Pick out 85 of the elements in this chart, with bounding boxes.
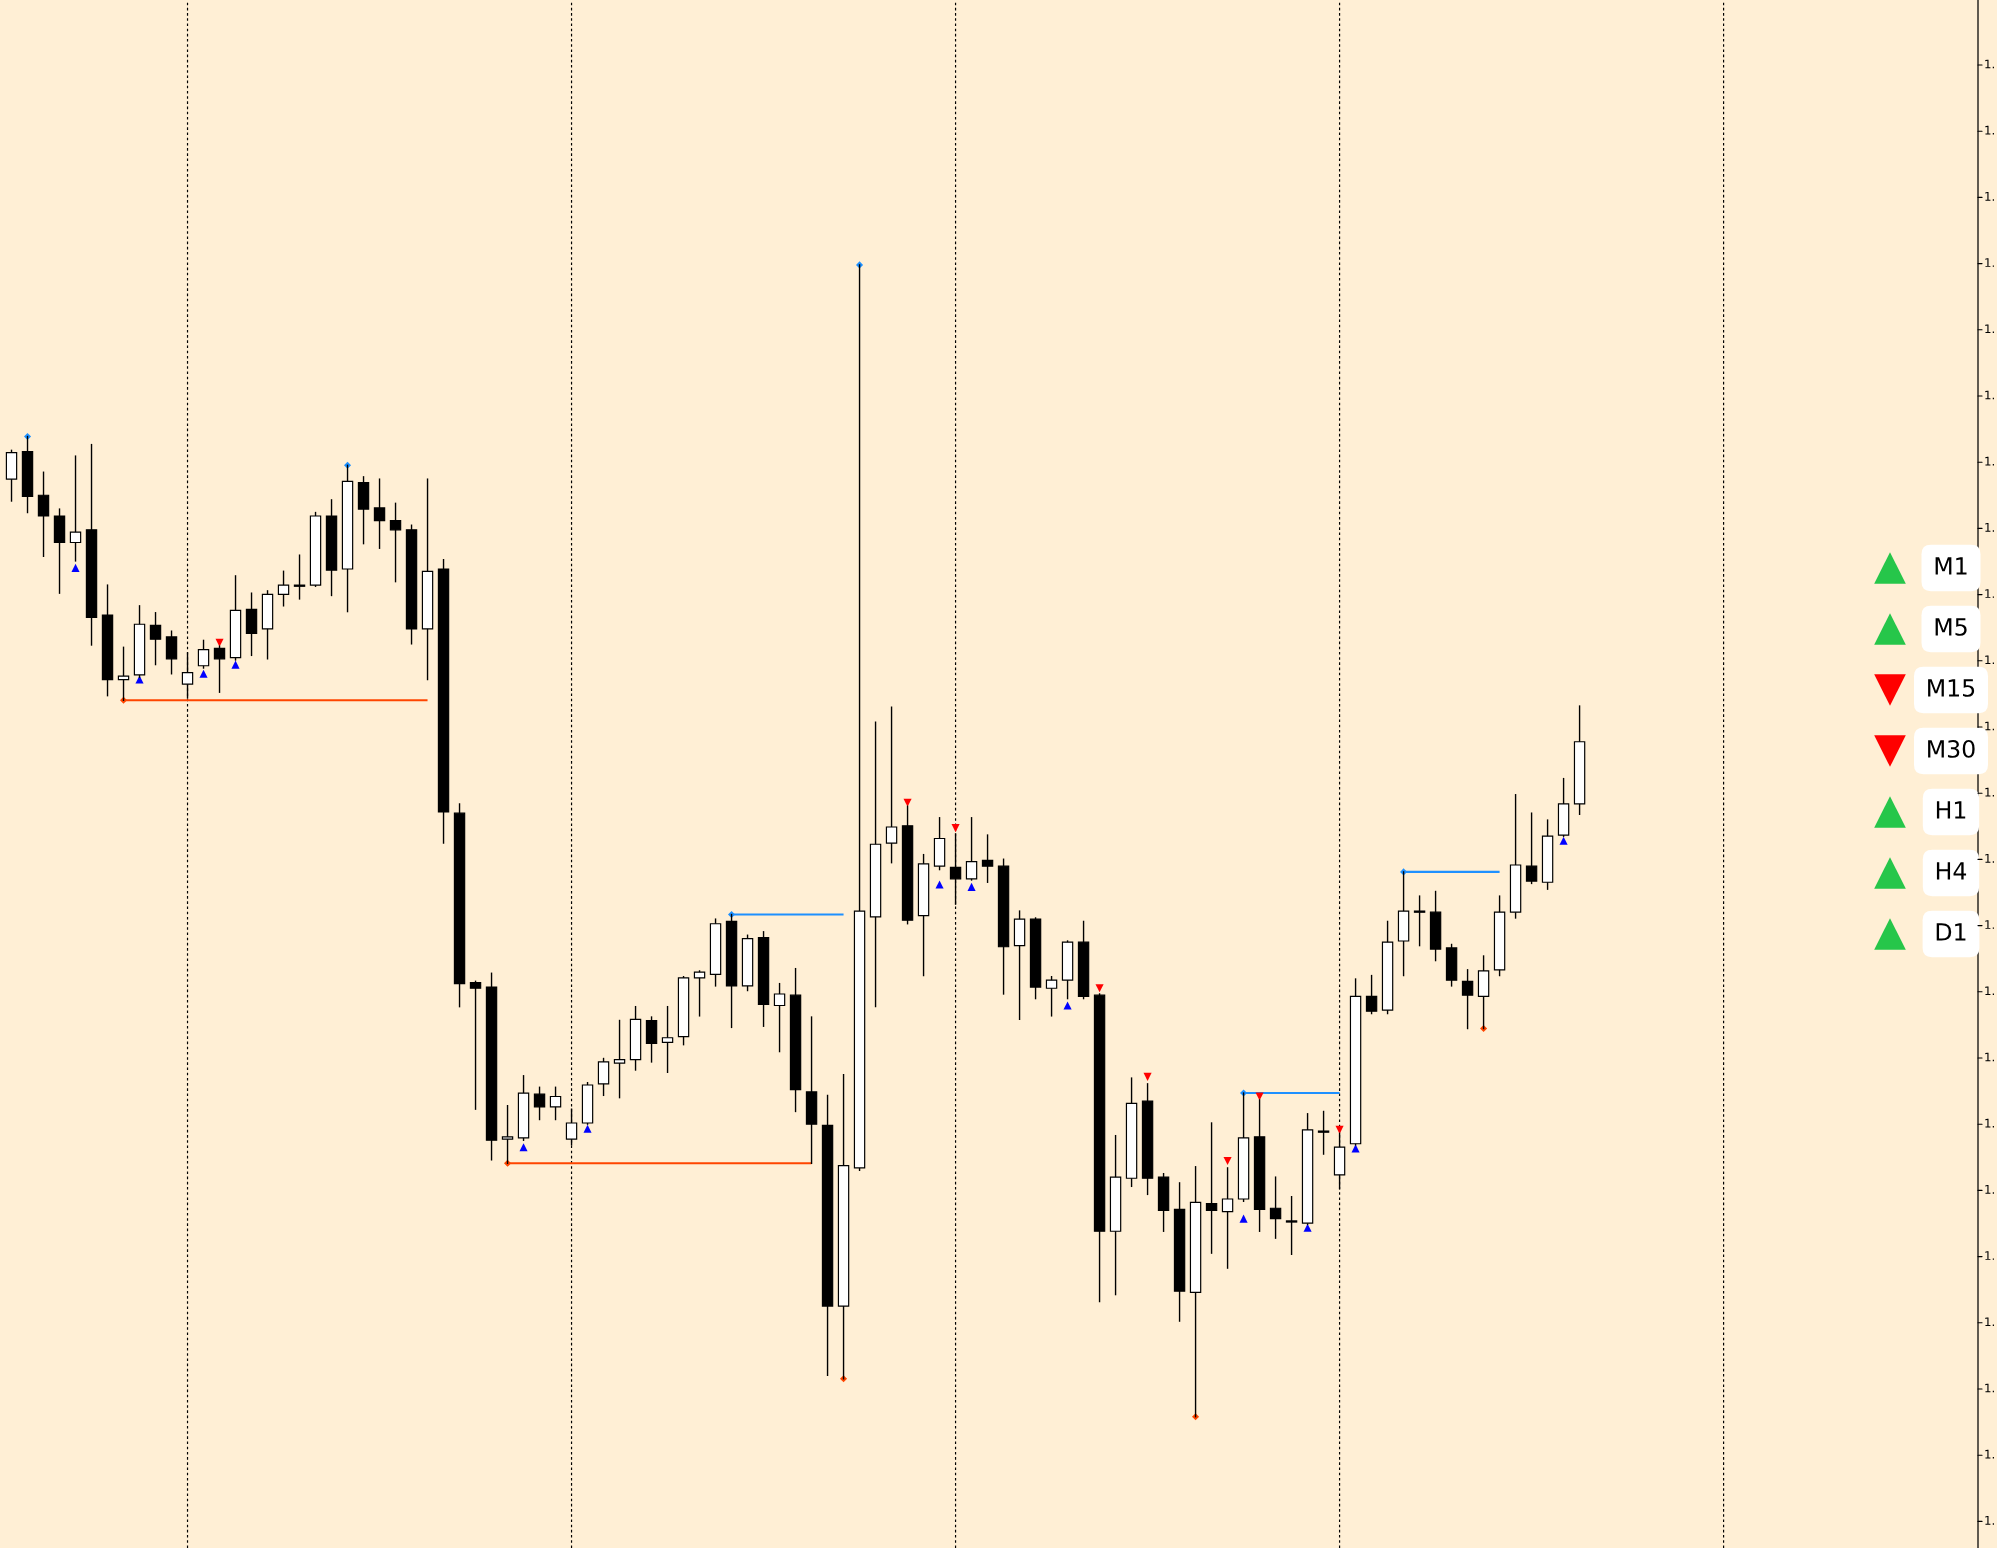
text: 1.: [1985, 456, 1994, 466]
candlestick: [533, 1086, 546, 1121]
text: 1.: [1985, 125, 1994, 135]
point: [967, 882, 976, 891]
category-label: M15: [1928, 679, 1975, 697]
candlestick: [693, 970, 706, 1017]
candlestick: [373, 478, 386, 549]
point: [1255, 1092, 1264, 1101]
point: [231, 660, 240, 669]
candlestick: [885, 706, 898, 864]
candlestick: [277, 570, 290, 607]
point: [135, 675, 144, 684]
category-label: M30: [1928, 739, 1975, 758]
candlestick: [37, 471, 50, 558]
point: [1559, 836, 1568, 845]
text: 1.: [1985, 1383, 1994, 1393]
candlestick: [645, 1016, 658, 1063]
text: 1.: [1985, 655, 1994, 665]
point: [1223, 1156, 1232, 1166]
text: 1.: [1985, 1185, 1994, 1194]
candlestick: [597, 1057, 610, 1097]
candlestick: [165, 630, 178, 675]
candlestick: [1285, 1196, 1298, 1255]
candlestick: [181, 652, 194, 699]
candlestick: [549, 1086, 562, 1121]
text: 1.: [1985, 920, 1994, 929]
candlestick: [1205, 1122, 1218, 1254]
candlestick: [197, 639, 210, 669]
candlestick: [69, 455, 82, 562]
point: [903, 798, 912, 807]
candlestick: [149, 612, 162, 666]
category-label: H4: [1936, 862, 1967, 880]
point: [1303, 1223, 1312, 1232]
candlestick: [613, 1019, 626, 1099]
category-label: M1: [1935, 557, 1967, 575]
point: [215, 638, 224, 647]
category-label: M5: [1935, 618, 1967, 636]
text: 1.: [1985, 1251, 1994, 1260]
text: 1.: [1985, 1449, 1994, 1459]
text: 1.: [1985, 59, 1994, 69]
category-label: D1: [1936, 923, 1966, 941]
candlestick: [1221, 1167, 1234, 1269]
text: 1.: [1985, 854, 1994, 863]
candlestick: [1045, 976, 1058, 1017]
point: [199, 669, 208, 678]
candlestick: [389, 502, 402, 583]
candlestick: [965, 817, 978, 881]
point: [1063, 1001, 1072, 1010]
candlestick: [117, 646, 130, 701]
category-label: H1: [1936, 801, 1966, 819]
point: [1239, 1214, 1248, 1223]
candlestick: [469, 980, 482, 1110]
candlestick: [293, 554, 306, 600]
candlestick: [773, 982, 786, 1053]
text: 1.: [1985, 787, 1994, 797]
point: [935, 880, 944, 889]
candlestick: [1365, 974, 1378, 1015]
candlestick: [1269, 1176, 1282, 1239]
text: 1.: [1985, 589, 1994, 598]
text: 1.: [1985, 986, 1994, 996]
text: 1.: [1985, 1317, 1994, 1327]
point: [71, 563, 80, 572]
candlestick: [1525, 812, 1538, 885]
point: [1351, 1144, 1360, 1153]
text: 1.: [1985, 1118, 1994, 1128]
candlestick: [981, 834, 994, 883]
candlestick: [1461, 969, 1474, 1030]
text: 1.: [1985, 721, 1994, 731]
point: [1143, 1072, 1152, 1081]
candlestick: [501, 1105, 514, 1164]
candlestick: [1413, 895, 1426, 947]
text: 1.: [1985, 390, 1994, 400]
point: [1095, 984, 1104, 993]
point: [951, 824, 960, 833]
candlestick: [1317, 1110, 1330, 1155]
text: 1.: [1985, 1052, 1994, 1062]
point: [1335, 1125, 1344, 1134]
candlestick: [661, 1005, 674, 1074]
point: [583, 1124, 592, 1133]
text: 1.: [1985, 1516, 1994, 1525]
text: 1.: [1985, 258, 1994, 267]
point: [519, 1143, 528, 1152]
text: 1.: [1985, 523, 1994, 532]
text: 1.: [1985, 324, 1994, 334]
text: 1.: [1985, 192, 1994, 201]
